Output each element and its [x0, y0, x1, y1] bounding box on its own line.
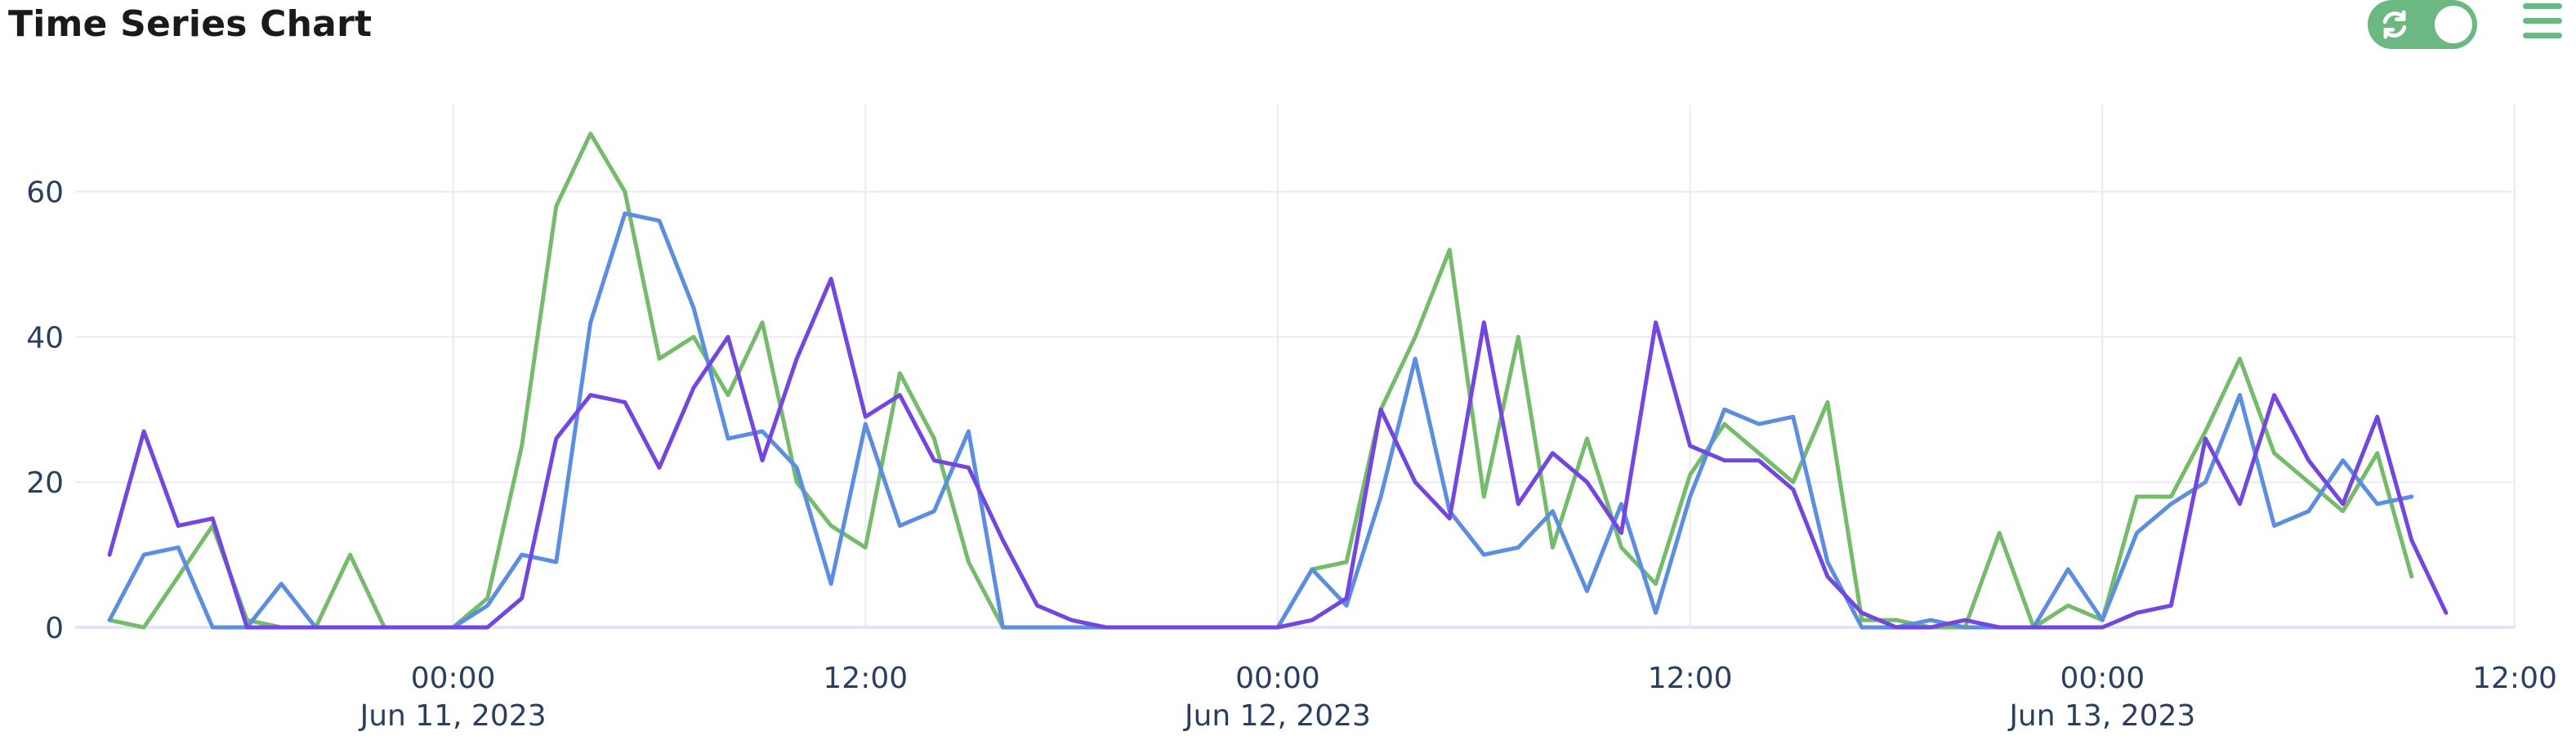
y-tick-label: 40 [26, 321, 64, 355]
x-tick-label: 00:00 [2060, 662, 2145, 695]
x-tick-label: 00:00 [1235, 662, 1320, 695]
page-title: Time Series Chart [8, 3, 373, 45]
refresh-icon [2382, 10, 2407, 39]
auto-refresh-toggle[interactable] [2368, 0, 2477, 49]
x-tick-label: 12:00 [1648, 662, 1733, 695]
y-tick-label: 60 [26, 176, 64, 210]
x-tick-label: 12:00 [2472, 662, 2557, 695]
y-tick-label: 20 [26, 466, 64, 500]
y-tick-label: 0 [45, 612, 64, 645]
x-tick-date-label: Jun 11, 2023 [359, 699, 547, 733]
series-line-3[interactable] [107, 276, 2449, 630]
x-tick-date-label: Jun 12, 2023 [1183, 699, 1371, 733]
hamburger-menu-icon[interactable] [2523, 2, 2562, 42]
toggle-knob [2435, 6, 2472, 43]
x-tick-label: 00:00 [411, 662, 496, 695]
series-line-1[interactable] [107, 132, 2414, 630]
series-line-2[interactable] [107, 211, 2414, 630]
x-tick-date-label: Jun 13, 2023 [2007, 699, 2195, 733]
x-tick-label: 12:00 [823, 662, 908, 695]
